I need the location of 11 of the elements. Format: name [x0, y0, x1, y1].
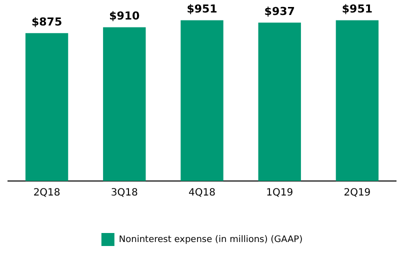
- data-label: $875: [31, 15, 62, 28]
- legend-label: Noninterest expense (in millions) (GAAP): [118, 234, 303, 245]
- x-tick-label: 3Q18: [110, 188, 138, 199]
- x-tick-label: 1Q19: [266, 188, 294, 199]
- data-label: $951: [186, 2, 218, 16]
- x-tick-label: 4Q18: [188, 188, 216, 199]
- data-label: $910: [109, 10, 140, 23]
- x-tick-label: 2Q19: [344, 188, 371, 199]
- data-label: $951: [342, 2, 373, 16]
- data-label: $937: [264, 5, 295, 18]
- x-tick-label: 2Q18: [33, 188, 60, 199]
